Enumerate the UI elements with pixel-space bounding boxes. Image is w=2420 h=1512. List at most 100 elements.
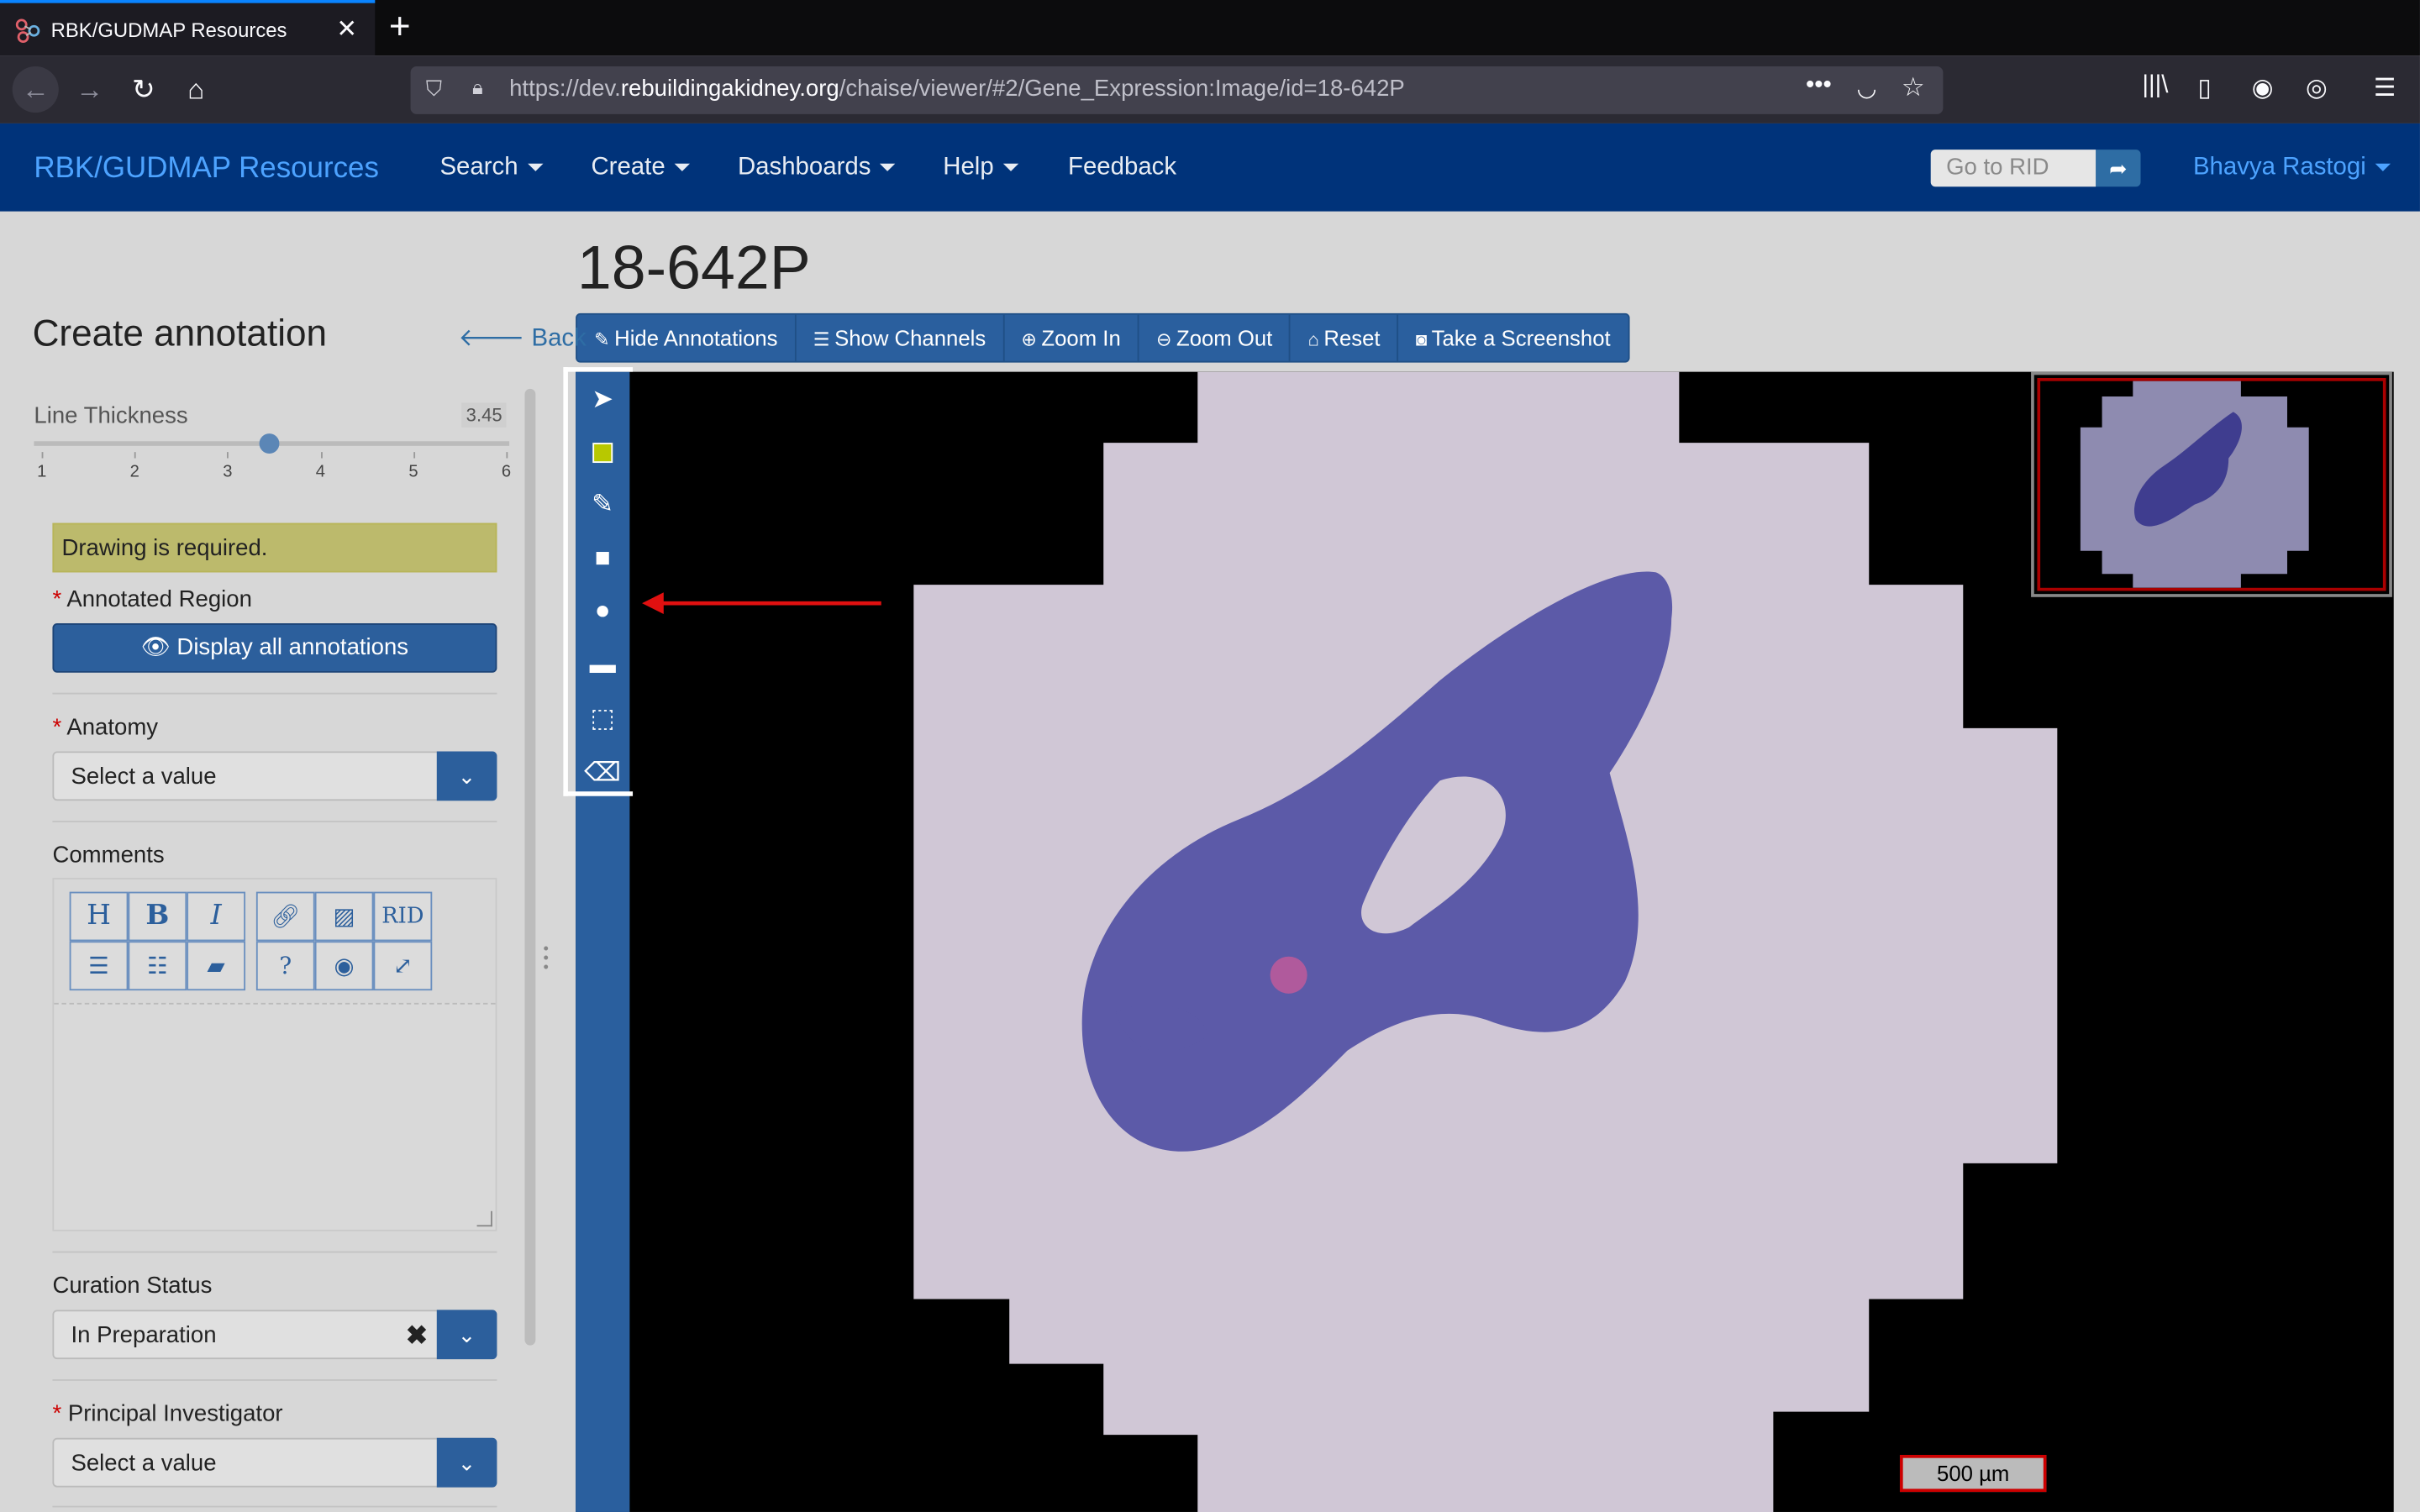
address-bar[interactable]: ⛉ 🔒︎ https://dev.rebuildingakidney.org/c…	[410, 66, 1944, 114]
divider	[52, 821, 497, 822]
tab-strip: RBK/GUDMAP Resources ✕ +	[0, 0, 2420, 56]
reset-button[interactable]: ⌂ Reset	[1291, 314, 1399, 361]
bold-button[interactable]: B	[128, 891, 187, 942]
bullet-list-icon[interactable]: ☰	[69, 941, 129, 991]
rectangle-tool-icon[interactable]: ■	[594, 543, 611, 573]
page-actions-icon[interactable]: •••	[1805, 72, 1832, 99]
tissue-image[interactable]	[576, 371, 2394, 1512]
clear-x-icon[interactable]: ✖	[406, 1320, 429, 1351]
bookmark-star-icon[interactable]: ☆	[1901, 72, 1925, 102]
user-menu[interactable]: Bhavya Rastogi	[2193, 155, 2391, 182]
fullscreen-icon[interactable]: ⤢	[373, 941, 433, 991]
link-icon[interactable]: 🔗︎	[255, 891, 315, 942]
chevron-down-icon	[674, 164, 691, 172]
chevron-down-icon	[1002, 164, 1019, 172]
divider	[52, 1505, 497, 1508]
curation-status-select[interactable]: In Preparation ✖ ⌄	[52, 1310, 497, 1360]
panel-resize-handle[interactable]: • • •	[543, 941, 549, 977]
extension-icon[interactable]: ◎	[2306, 75, 2328, 102]
color-picker-swatch[interactable]	[576, 430, 629, 473]
polygon-tool-icon[interactable]: ⬚	[590, 703, 615, 733]
minimap-viewport	[2037, 377, 2386, 591]
help-icon[interactable]: ?	[255, 941, 315, 991]
comment-icon[interactable]: ▰	[187, 941, 246, 991]
line-thickness-label: Line Thickness	[34, 402, 188, 429]
resize-handle-icon[interactable]	[476, 1210, 492, 1227]
comments-editor: H B I 🔗︎ ▨ RID ☰ ☷ ▰ ? ◉ ⤢	[52, 878, 497, 1231]
browser-tab[interactable]: RBK/GUDMAP Resources ✕	[0, 0, 376, 56]
line-thickness-value: 3.45	[461, 402, 508, 428]
scale-bar: 500 µm	[1899, 1455, 2047, 1493]
cursor-select-icon[interactable]: ➤	[592, 384, 614, 414]
drawing-tools-bar: ➤ ✎ ■ ● ▬ ⬚ ⌫	[576, 371, 630, 1512]
slider-tick	[506, 452, 508, 459]
menu-dashboards[interactable]: Dashboards	[738, 155, 896, 182]
back-link[interactable]: 🡐 Back	[458, 325, 587, 352]
home-icon[interactable]: ⌂	[187, 74, 205, 105]
account-icon[interactable]: ◉	[2251, 75, 2274, 102]
go-to-rid-input[interactable]: Go to RID	[1930, 150, 2096, 187]
slider-handle[interactable]	[260, 433, 281, 454]
curation-status-label: Curation Status	[52, 1273, 213, 1299]
tool-highlight-frame	[563, 367, 634, 796]
slider-tick-label: 4	[315, 463, 326, 482]
comments-textarea[interactable]	[54, 1002, 496, 1230]
numbered-list-icon[interactable]: ☷	[128, 941, 187, 991]
eraser-icon[interactable]: ⌫	[584, 757, 622, 787]
tracking-shield-icon[interactable]: ⛉	[425, 75, 443, 101]
preview-eye-icon[interactable]: ◉	[314, 941, 374, 991]
zoom-out-button[interactable]: ⊖ Zoom Out	[1139, 314, 1292, 361]
screenshot-button[interactable]: ◙ Take a Screenshot	[1415, 325, 1611, 350]
show-channels-button[interactable]: ☰ Show Channels	[797, 314, 1005, 361]
heading-button[interactable]: H	[69, 891, 129, 942]
chevron-down-icon[interactable]: ⌄	[436, 751, 497, 801]
menu-create[interactable]: Create	[591, 155, 691, 182]
display-all-annotations-button[interactable]: 👁︎ Display all annotations	[52, 623, 497, 673]
zoom-out-icon: ⊖	[1156, 328, 1172, 350]
panel-scrollbar[interactable]	[524, 388, 536, 1346]
principal-investigator-select[interactable]: Select a value ⌄	[52, 1437, 497, 1488]
menu-search[interactable]: Search	[439, 155, 543, 182]
zoom-in-button[interactable]: ⊕ Zoom In	[1004, 314, 1139, 361]
chevron-down-icon[interactable]: ⌄	[436, 1310, 497, 1360]
pencil-icon[interactable]: ✎	[592, 489, 614, 519]
go-to-rid-button[interactable]: ➦	[2096, 150, 2141, 187]
circle-tool-icon[interactable]: ●	[594, 595, 611, 625]
forward-arrow-icon[interactable]: →	[75, 74, 104, 105]
sidebar-icon[interactable]: ▯	[2197, 75, 2212, 102]
pocket-icon[interactable]: ◡	[1856, 75, 1877, 102]
hide-annotations-button[interactable]: ✎ Hide Annotations	[577, 314, 797, 361]
zoom-in-icon: ⊕	[1021, 328, 1037, 350]
brand-link[interactable]: RBK/GUDMAP Resources	[34, 152, 379, 186]
image-icon[interactable]: ▨	[314, 891, 374, 942]
slider-tick	[320, 452, 323, 459]
new-tab-icon[interactable]: +	[388, 6, 411, 48]
anatomy-select[interactable]: Select a value ⌄	[52, 751, 497, 801]
rid-button[interactable]: RID	[373, 891, 433, 942]
url-text[interactable]: https://dev.rebuildingakidney.org/chaise…	[509, 75, 1405, 102]
viewer-toolbar: ✎ Hide Annotations ☰ Show Channels ⊕ Zoom I…	[576, 312, 1629, 363]
slider-tick-label: 6	[501, 463, 512, 482]
chevron-down-icon	[880, 164, 896, 172]
lock-icon[interactable]: 🔒︎	[472, 75, 483, 99]
back-arrow-icon[interactable]: ←	[12, 66, 59, 113]
chevron-down-icon[interactable]: ⌄	[436, 1437, 497, 1488]
line-tool-icon[interactable]: ▬	[589, 649, 616, 680]
reload-icon[interactable]: ↻	[131, 74, 155, 105]
menu-help[interactable]: Help	[943, 155, 1019, 182]
menu-feedback[interactable]: Feedback	[1067, 154, 1177, 181]
page-title: 18-642P	[576, 234, 811, 302]
chevron-down-icon	[2375, 164, 2391, 172]
slider-tick	[41, 452, 44, 459]
italic-button[interactable]: I	[187, 891, 246, 942]
share-arrow-icon: ➦	[2109, 155, 2128, 181]
minimap-thumbnail	[2080, 381, 2309, 588]
hamburger-menu-icon[interactable]: ☰	[2373, 75, 2396, 102]
navigator-minimap[interactable]	[2031, 371, 2392, 597]
tab-close-icon[interactable]: ✕	[336, 17, 358, 44]
library-icon[interactable]: |||\	[2142, 72, 2169, 99]
principal-investigator-label: * Principal Investigator	[52, 1400, 283, 1427]
slider-tick-label: 5	[408, 463, 418, 482]
panel-heading: Create annotation	[32, 312, 328, 355]
drawing-required-alert: Drawing is required.	[52, 522, 497, 573]
